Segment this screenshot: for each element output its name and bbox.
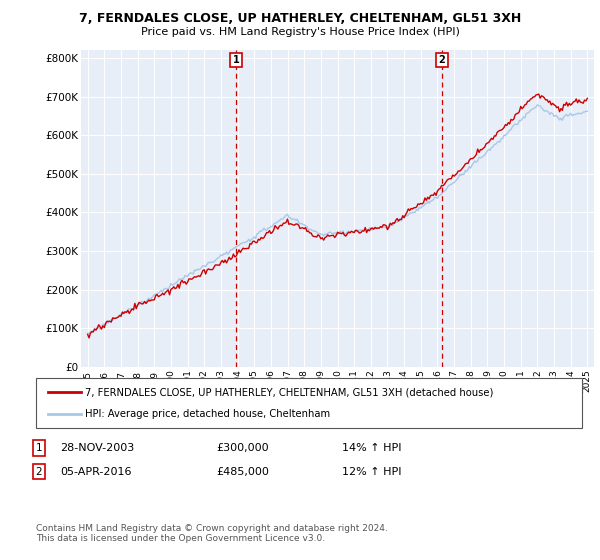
Text: 05-APR-2016: 05-APR-2016: [60, 466, 131, 477]
Text: 1: 1: [233, 55, 239, 65]
Text: 1: 1: [35, 443, 43, 453]
Text: 7, FERNDALES CLOSE, UP HATHERLEY, CHELTENHAM, GL51 3XH (detached house): 7, FERNDALES CLOSE, UP HATHERLEY, CHELTE…: [85, 387, 494, 397]
Text: £300,000: £300,000: [216, 443, 269, 453]
Text: Contains HM Land Registry data © Crown copyright and database right 2024.
This d: Contains HM Land Registry data © Crown c…: [36, 524, 388, 543]
Text: 12% ↑ HPI: 12% ↑ HPI: [342, 466, 401, 477]
Text: 2: 2: [439, 55, 445, 65]
Text: 28-NOV-2003: 28-NOV-2003: [60, 443, 134, 453]
Text: 14% ↑ HPI: 14% ↑ HPI: [342, 443, 401, 453]
Text: 2: 2: [35, 466, 43, 477]
Text: £485,000: £485,000: [216, 466, 269, 477]
Text: Price paid vs. HM Land Registry's House Price Index (HPI): Price paid vs. HM Land Registry's House …: [140, 27, 460, 37]
Text: HPI: Average price, detached house, Cheltenham: HPI: Average price, detached house, Chel…: [85, 409, 331, 419]
Text: 7, FERNDALES CLOSE, UP HATHERLEY, CHELTENHAM, GL51 3XH: 7, FERNDALES CLOSE, UP HATHERLEY, CHELTE…: [79, 12, 521, 25]
